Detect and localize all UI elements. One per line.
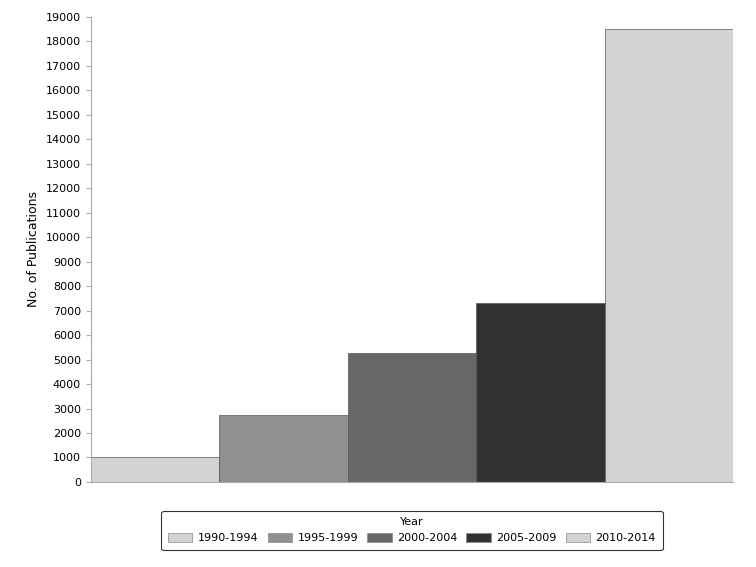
Y-axis label: No. of Publications: No. of Publications [27, 192, 40, 307]
Legend: 1990-1994, 1995-1999, 2000-2004, 2005-2009, 2010-2014: 1990-1994, 1995-1999, 2000-2004, 2005-20… [161, 511, 663, 550]
Bar [91, 458, 219, 482]
Bar [605, 29, 733, 482]
Bar [219, 414, 348, 482]
Bar [348, 353, 476, 482]
Bar [476, 303, 605, 482]
